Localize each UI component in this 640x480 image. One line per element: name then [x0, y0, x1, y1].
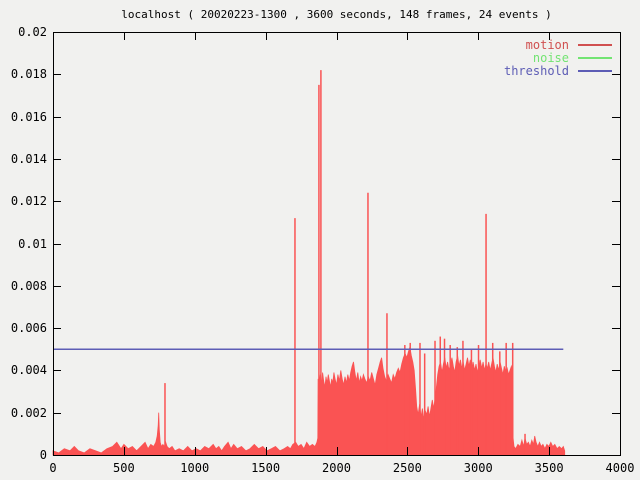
y-tick-label: 0.02 [18, 25, 47, 39]
y-tick-label: 0.018 [10, 67, 47, 82]
y-tick-label: 0.012 [10, 194, 47, 209]
x-tick-label: 1500 [251, 461, 281, 475]
y-tick-label: 0.016 [10, 109, 47, 124]
legend-label-threshold: threshold [503, 63, 569, 78]
legend-row-noise: noise [504, 50, 612, 65]
y-tick-label: 0.008 [10, 278, 47, 293]
legend-label-noise: noise [532, 50, 569, 65]
legend-label-motion: motion [525, 37, 569, 52]
noise-line-sample-icon [578, 56, 612, 59]
legend-row-threshold: threshold [503, 63, 612, 78]
y-tick-label: 0.002 [10, 405, 47, 420]
motion-line-sample-icon [578, 43, 612, 46]
motion-area [52, 346, 566, 456]
chart-title: localhost ( 20020223-1300 , 3600 seconds… [121, 8, 552, 21]
x-tick-label: 3000 [463, 461, 493, 475]
x-tick-label: 500 [113, 461, 135, 475]
legend: motion noise threshold [503, 37, 612, 78]
x-tick-label: 2500 [392, 461, 422, 475]
y-tick-label: 0.004 [10, 363, 47, 378]
x-tick-label: 3500 [534, 461, 564, 475]
y-tick-label: 0 [39, 448, 47, 462]
y-tick-label: 0.01 [18, 236, 47, 251]
x-tick-label: 1000 [180, 461, 210, 475]
legend-row-motion: motion [504, 37, 612, 52]
x-tick-label: 4000 [605, 461, 635, 475]
threshold-line-sample-icon [578, 69, 612, 72]
x-tick-label: 0 [49, 461, 57, 475]
y-tick-label: 0.014 [10, 151, 47, 166]
x-tick-label: 2000 [322, 461, 351, 475]
y-tick-label: 0.006 [10, 321, 47, 336]
